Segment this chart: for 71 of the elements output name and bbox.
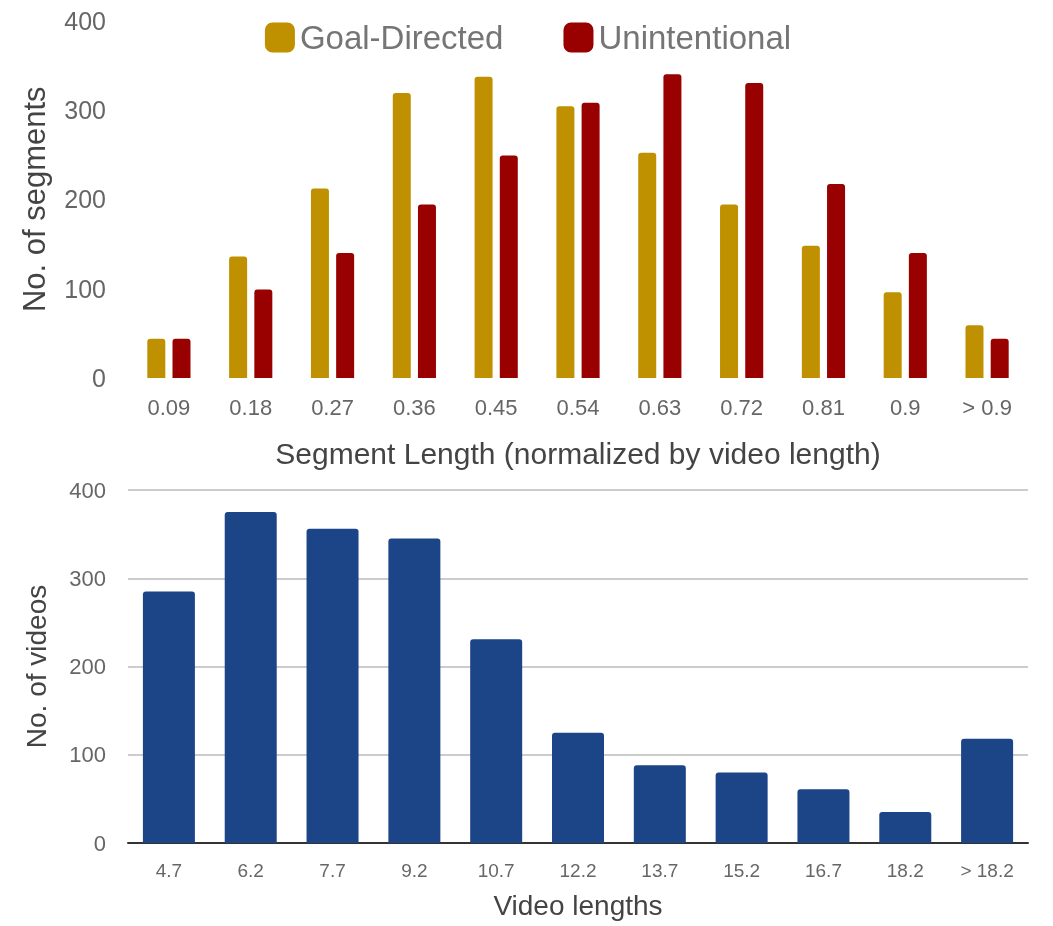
x-tick-label: 15.2 bbox=[723, 860, 761, 881]
bar bbox=[306, 528, 359, 843]
y-tick-label: 300 bbox=[64, 95, 106, 124]
bar bbox=[336, 252, 355, 378]
bar bbox=[388, 538, 441, 843]
bar bbox=[965, 325, 984, 378]
bar bbox=[990, 338, 1009, 378]
x-tick-label: 0.72 bbox=[720, 394, 764, 420]
bar bbox=[172, 338, 191, 378]
x-tick-label: 0.09 bbox=[147, 394, 191, 420]
bar bbox=[745, 83, 764, 378]
y-tick-label: 0 bbox=[92, 364, 106, 392]
x-tick-label: 0.54 bbox=[556, 394, 600, 420]
bar bbox=[879, 812, 932, 843]
x-axis-title: Segment Length (normalized by video length) bbox=[275, 436, 881, 470]
y-tick-label: 400 bbox=[64, 6, 106, 35]
y-axis-title: No. of segments bbox=[17, 86, 52, 313]
y-tick-label: 100 bbox=[69, 742, 106, 768]
bar bbox=[827, 184, 846, 378]
y-axis-title: No. of videos bbox=[20, 584, 52, 749]
bar bbox=[229, 256, 248, 378]
x-tick-label: 10.7 bbox=[477, 860, 515, 881]
bar bbox=[499, 155, 518, 378]
x-axis-title: Video lengths bbox=[493, 889, 663, 921]
bar bbox=[797, 789, 850, 843]
x-tick-label: 13.7 bbox=[641, 860, 679, 881]
y-tick-label: 0 bbox=[93, 830, 106, 856]
bar bbox=[801, 245, 820, 378]
x-tick-label: 0.81 bbox=[802, 394, 845, 420]
bar bbox=[147, 338, 166, 378]
bar bbox=[474, 76, 493, 378]
bar bbox=[720, 204, 739, 378]
y-tick-label: 200 bbox=[69, 654, 106, 679]
bar bbox=[142, 591, 195, 843]
y-tick-label: 300 bbox=[69, 565, 106, 591]
x-tick-label: 0.36 bbox=[392, 394, 436, 420]
legend-label: Goal-Directed bbox=[299, 19, 504, 56]
x-tick-label: 16.7 bbox=[804, 860, 842, 881]
x-tick-label: 0.63 bbox=[638, 394, 682, 420]
bar bbox=[715, 772, 768, 843]
bar bbox=[254, 289, 273, 378]
x-tick-label: 0.18 bbox=[229, 394, 273, 420]
bar bbox=[908, 252, 927, 378]
y-tick-label: 100 bbox=[64, 274, 106, 303]
x-tick-label: 0.9 bbox=[889, 394, 921, 420]
x-tick-label: 0.45 bbox=[474, 394, 518, 420]
x-tick-label: 0.27 bbox=[311, 394, 354, 420]
bar bbox=[224, 512, 277, 843]
bar bbox=[663, 74, 682, 378]
x-tick-label: > 0.9 bbox=[962, 394, 1012, 420]
x-tick-label: 12.2 bbox=[559, 860, 597, 881]
x-tick-label: 7.7 bbox=[319, 860, 346, 881]
y-tick-label: 200 bbox=[64, 185, 106, 214]
bar bbox=[552, 732, 604, 843]
bar bbox=[633, 765, 686, 843]
x-tick-label: 4.7 bbox=[155, 860, 183, 881]
bar bbox=[638, 152, 657, 378]
x-tick-label: 9.2 bbox=[401, 860, 428, 881]
bar bbox=[581, 102, 600, 378]
bar bbox=[961, 738, 1014, 843]
bar bbox=[392, 92, 411, 378]
x-tick-label: 18.2 bbox=[886, 860, 924, 881]
x-tick-label: > 18.2 bbox=[960, 860, 1014, 881]
bar bbox=[470, 639, 523, 843]
bar bbox=[417, 204, 436, 378]
bar bbox=[310, 188, 329, 378]
legend-label: Unintentional bbox=[598, 19, 792, 56]
x-tick-label: 6.2 bbox=[237, 860, 264, 881]
bar bbox=[883, 292, 902, 378]
bar bbox=[556, 106, 575, 378]
y-tick-label: 400 bbox=[69, 477, 106, 503]
